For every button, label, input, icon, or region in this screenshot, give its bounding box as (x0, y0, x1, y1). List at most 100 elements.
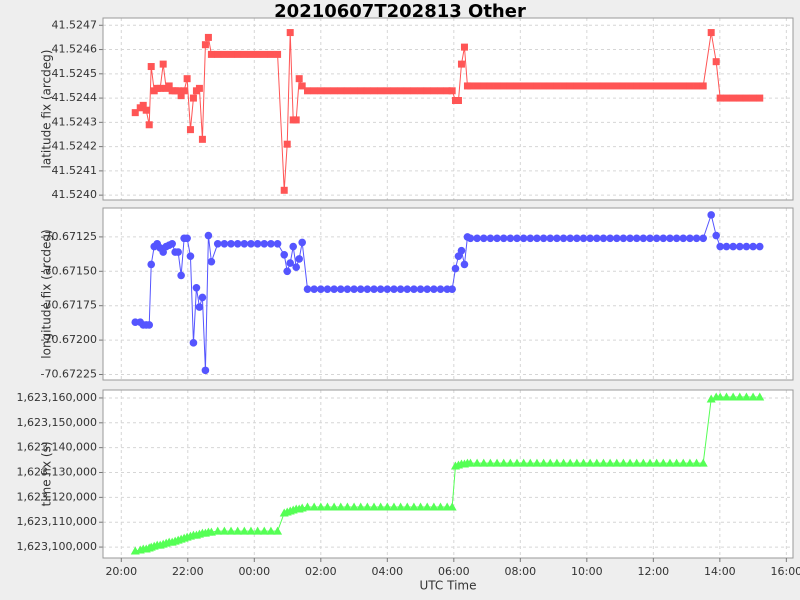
marker (749, 242, 757, 251)
marker (639, 82, 647, 90)
marker (579, 234, 588, 243)
y-tick-label: -70.67150 (41, 264, 97, 277)
marker (390, 87, 398, 95)
marker (472, 458, 482, 467)
marker (513, 82, 521, 90)
y-tick-label: 41.5241 (52, 164, 98, 177)
marker (350, 285, 358, 293)
marker (204, 33, 212, 41)
marker (593, 82, 601, 90)
marker (362, 502, 372, 511)
marker (186, 252, 195, 260)
marker (274, 50, 282, 58)
marker (686, 82, 694, 90)
marker (573, 82, 581, 90)
marker (533, 234, 541, 243)
marker (519, 234, 528, 243)
marker (457, 246, 466, 255)
marker (233, 526, 243, 535)
y-tick-label: 1,623,140,000 (17, 441, 97, 454)
x-axis-label: UTC Time (420, 579, 477, 593)
marker (309, 502, 319, 511)
marker (466, 234, 475, 243)
marker (266, 526, 276, 535)
marker (479, 234, 488, 243)
marker (722, 242, 731, 251)
marker (756, 94, 764, 102)
marker (716, 242, 724, 251)
marker (493, 234, 501, 243)
y-tick-label: 41.5246 (52, 43, 98, 56)
marker (376, 502, 386, 511)
marker (350, 87, 358, 95)
y-tick-label: -70.67125 (41, 230, 97, 243)
y-tick-label: 1,623,160,000 (17, 391, 97, 404)
marker (729, 242, 737, 251)
marker (485, 458, 495, 467)
marker (666, 82, 674, 90)
marker (280, 186, 288, 194)
marker (292, 263, 301, 271)
marker (195, 84, 203, 92)
marker (638, 458, 648, 467)
marker (370, 285, 378, 293)
marker (220, 50, 228, 58)
marker (342, 502, 352, 511)
marker (204, 231, 213, 240)
marker (698, 458, 708, 467)
marker (519, 458, 529, 467)
marker (500, 82, 508, 90)
marker (397, 87, 405, 95)
marker (451, 264, 460, 273)
marker (512, 458, 522, 467)
marker (226, 526, 236, 535)
marker (207, 257, 216, 266)
marker (377, 87, 385, 95)
plot-frame (102, 207, 794, 381)
marker (586, 234, 594, 243)
marker (227, 50, 235, 58)
marker (259, 526, 269, 535)
marker (183, 234, 191, 243)
marker (201, 366, 210, 375)
y-axis-label: latitude fix (arcdeg) (40, 50, 54, 169)
marker (330, 285, 338, 293)
x-tick-label: 12:00 (637, 565, 669, 578)
marker (336, 502, 346, 511)
marker (227, 239, 235, 248)
marker (505, 458, 515, 467)
marker (633, 82, 641, 90)
marker (260, 50, 268, 58)
marker (298, 82, 306, 90)
marker (619, 82, 627, 90)
marker (356, 285, 365, 293)
marker (658, 458, 668, 467)
marker (292, 116, 300, 124)
marker (389, 502, 399, 511)
x-tick-label: 06:00 (438, 565, 470, 578)
x-tick-label: 10:00 (571, 565, 603, 578)
x-tick-label: 08:00 (504, 565, 536, 578)
marker (625, 458, 635, 467)
marker (283, 140, 291, 148)
marker (283, 267, 292, 276)
marker (473, 82, 481, 90)
marker (632, 234, 641, 243)
marker (553, 234, 561, 243)
marker (207, 50, 215, 58)
marker (298, 238, 306, 247)
marker (457, 60, 465, 68)
marker (382, 502, 392, 511)
marker (755, 242, 764, 251)
x-tick-label: 22:00 (172, 565, 204, 578)
marker (646, 234, 654, 243)
marker (546, 82, 554, 90)
marker (363, 285, 372, 293)
marker (192, 284, 201, 292)
marker (606, 234, 614, 243)
marker (626, 234, 634, 243)
marker (506, 234, 515, 243)
marker (545, 458, 555, 467)
marker (480, 82, 488, 90)
marker (198, 293, 207, 302)
